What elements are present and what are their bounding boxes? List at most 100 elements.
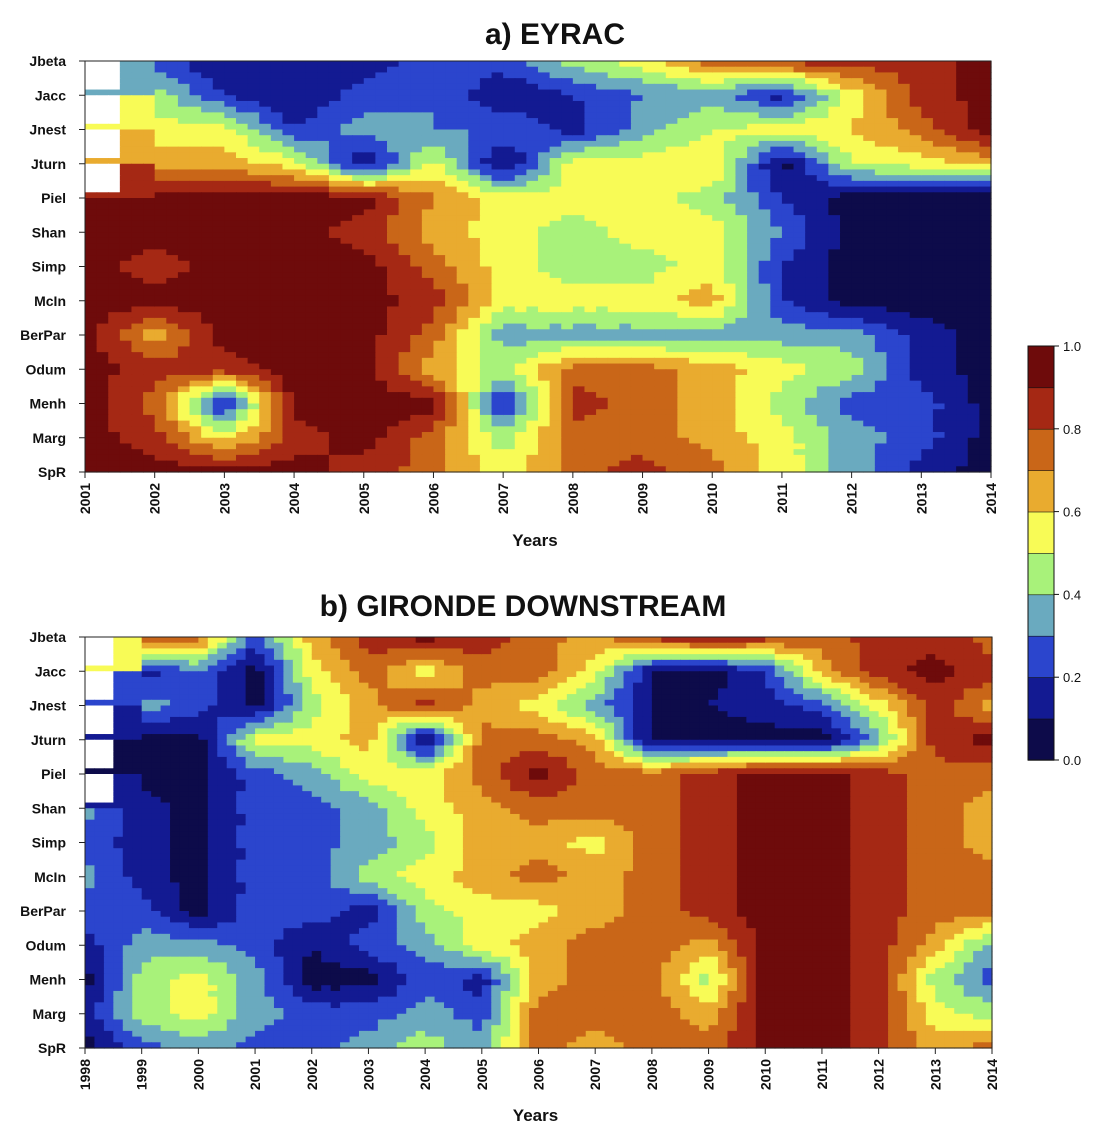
heatmap-cell (875, 295, 887, 301)
heatmap-cell (968, 135, 980, 141)
heatmap-cell (155, 255, 167, 261)
heatmap-cell (735, 227, 747, 233)
heatmap-cell (317, 358, 329, 364)
heatmap-cell (213, 90, 225, 96)
heatmap-cell (213, 301, 225, 307)
heatmap-cell (224, 169, 236, 175)
heatmap-cell (178, 295, 190, 301)
heatmap-cell (201, 135, 213, 141)
heatmap-cell (747, 130, 759, 136)
heatmap-cell (131, 261, 143, 267)
heatmap-cell (735, 209, 747, 215)
heatmap-cell (166, 267, 178, 273)
heatmap-cell (817, 67, 829, 73)
heatmap-cell (166, 175, 178, 181)
heatmap-cell (236, 346, 248, 352)
heatmap-cell (828, 209, 840, 215)
heatmap-cell (341, 284, 353, 290)
heatmap-cell (399, 90, 411, 96)
heatmap-cell (933, 227, 945, 233)
heatmap-cell (422, 409, 434, 415)
heatmap-cell (538, 421, 550, 427)
heatmap-cell (782, 369, 794, 375)
heatmap-cell (666, 221, 678, 227)
heatmap-cell (770, 101, 782, 107)
heatmap-cell (538, 232, 550, 238)
heatmap-cell (306, 398, 318, 404)
heatmap-cell (643, 375, 655, 381)
heatmap-cell (526, 90, 538, 96)
heatmap-cell (503, 392, 515, 398)
heatmap-cell (759, 72, 771, 78)
heatmap-cell (782, 221, 794, 227)
heatmap-cell (190, 409, 202, 415)
heatmap-cell (770, 78, 782, 84)
heatmap-cell (979, 386, 991, 392)
heatmap-cell (410, 358, 422, 364)
heatmap-cell (143, 301, 155, 307)
heatmap-cell (468, 198, 480, 204)
heatmap-cell (619, 181, 631, 187)
heatmap-cell (492, 164, 504, 170)
heatmap-cell (364, 221, 376, 227)
heatmap-cell (654, 135, 666, 141)
heatmap-cell (306, 346, 318, 352)
heatmap-cell (352, 346, 364, 352)
heatmap-cell (166, 409, 178, 415)
heatmap-cell (271, 61, 283, 67)
heatmap-cell (492, 187, 504, 193)
heatmap-cell (131, 375, 143, 381)
heatmap-cell (352, 78, 364, 84)
heatmap-cell (236, 432, 248, 438)
heatmap-cell (863, 101, 875, 107)
heatmap-cell (677, 392, 689, 398)
heatmap-cell (886, 329, 898, 335)
heatmap-cell (236, 301, 248, 307)
heatmap-cell (294, 415, 306, 421)
heatmap-cell (550, 107, 562, 113)
heatmap-cell (968, 204, 980, 210)
heatmap-cell (248, 244, 260, 250)
heatmap-cell (945, 221, 957, 227)
heatmap-cell (85, 318, 97, 324)
heatmap-cell (561, 215, 573, 221)
heatmap-cell (933, 107, 945, 113)
heatmap-cell (805, 232, 817, 238)
heatmap-cell (794, 227, 806, 233)
heatmap-cell (886, 130, 898, 136)
heatmap-cell (747, 335, 759, 341)
heatmap-cell (201, 84, 213, 90)
heatmap-cell (584, 90, 596, 96)
heatmap-cell (97, 169, 109, 175)
heatmap-cell (712, 112, 724, 118)
heatmap-cell (166, 221, 178, 227)
heatmap-cell (387, 130, 399, 136)
heatmap-cell (387, 147, 399, 153)
heatmap-cell (271, 95, 283, 101)
heatmap-cell (933, 324, 945, 330)
heatmap-cell (677, 352, 689, 358)
heatmap-cell (863, 169, 875, 175)
heatmap-cell (677, 341, 689, 347)
heatmap-cell (155, 301, 167, 307)
heatmap-cell (945, 312, 957, 318)
heatmap-cell (108, 187, 120, 193)
heatmap-cell (968, 181, 980, 187)
heatmap-cell (654, 130, 666, 136)
heatmap-cell (689, 255, 701, 261)
heatmap-cell (224, 278, 236, 284)
heatmap-cell (794, 301, 806, 307)
heatmap-cell (364, 295, 376, 301)
heatmap-cell (399, 175, 411, 181)
heatmap-cell (201, 284, 213, 290)
heatmap-cell (178, 95, 190, 101)
heatmap-cell (840, 209, 852, 215)
heatmap-cell (492, 244, 504, 250)
heatmap-cell (503, 95, 515, 101)
heatmap-cell (724, 158, 736, 164)
heatmap-cell (526, 181, 538, 187)
heatmap-cell (526, 118, 538, 124)
heatmap-cell (248, 124, 260, 130)
heatmap-cell (108, 175, 120, 181)
heatmap-cell (178, 244, 190, 250)
